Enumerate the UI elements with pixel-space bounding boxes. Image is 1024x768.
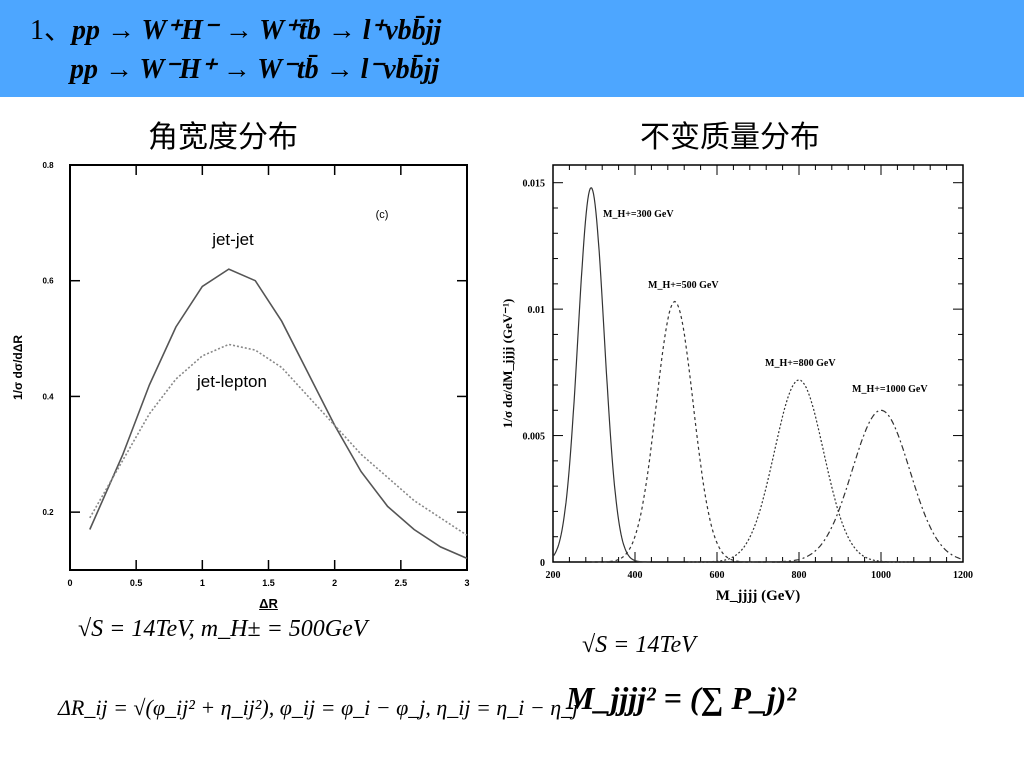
x-tick-label: 0 <box>67 578 72 588</box>
series-label-2: M_H+=800 GeV <box>765 358 836 369</box>
x-tick-label: 2 <box>332 578 337 588</box>
process-formula-1: pp → W⁺H⁻ → W⁺t̄b → l⁺νbb̄jj <box>72 15 442 46</box>
x-tick-label: 1200 <box>953 570 973 581</box>
y-tick-label: 0.01 <box>528 305 546 316</box>
x-axis-label: M_jjjj (GeV) <box>716 588 801 604</box>
invariant-mass-chart: 200 400 600 800 1000 1200 0 0.005 0.01 0.015 M_jjj… <box>500 164 973 604</box>
series-label-jet-lepton: jet-lepton <box>196 372 267 391</box>
y-tick-label: 0 <box>540 558 545 569</box>
y-tick-label: 0.2 <box>42 508 54 517</box>
series-line-jet-jet <box>89 268 468 560</box>
series-label-3: M_H+=1000 GeV <box>852 384 928 395</box>
right-chart-note: √S = 14TeV <box>582 632 696 658</box>
title-banner: 1、pp → W⁺H⁻ → W⁺t̄b → l⁺νbb̄jj pp → W⁻H⁺… <box>0 0 1024 97</box>
y-tick-label: 0.4 <box>42 392 54 401</box>
y-tick-label: 0.015 <box>523 179 546 190</box>
invariant-mass-title: 不变质量分布 <box>640 120 820 155</box>
x-tick-label: 800 <box>792 570 807 581</box>
x-tick-label: 1000 <box>871 570 891 581</box>
series-label-jet-jet: jet-jet <box>211 230 254 249</box>
x-tick-label: 3 <box>464 578 469 588</box>
plot-frame <box>552 164 964 563</box>
series-line-jet-lepton <box>89 343 468 536</box>
x-tick-label: 1.5 <box>262 578 275 588</box>
series-line-1 <box>591 300 758 563</box>
series-line-2 <box>688 379 910 563</box>
mass-formula: M_jjjj² = (∑ P_j)² <box>566 680 796 716</box>
panel-label: (c) <box>376 209 389 221</box>
left-chart-note: √S = 14TeV, m_H± = 500GeV <box>78 616 368 642</box>
plot-frame <box>69 164 468 571</box>
delta-r-formula: ΔR_ij = √(φ_ij² + η_ij²), φ_ij = φ_i − φ… <box>58 695 579 720</box>
series-line-3 <box>751 409 964 563</box>
process-line-1: 1、pp → W⁺H⁻ → W⁺t̄b → l⁺νbb̄jj <box>30 8 441 48</box>
x-tick-label: 400 <box>628 570 643 581</box>
delta-r-chart: 0 0.5 1 1.5 2 2.5 3 0.2 0.4 0.6 0.8 ΔR 1/σ dσ/dΔR (c)… <box>11 161 470 610</box>
x-tick-label: 1 <box>200 578 205 588</box>
y-axis-label: 1/σ dσ/dΔR <box>11 335 25 400</box>
y-axis-label: 1/σ dσ/dM_jjjj (GeV⁻¹) <box>500 299 515 429</box>
series-label-1: M_H+=500 GeV <box>648 280 719 291</box>
x-tick-label: 600 <box>710 570 725 581</box>
x-tick-label: 0.5 <box>130 578 143 588</box>
y-tick-label: 0.6 <box>42 277 54 286</box>
process-formula-2: pp → W⁻H⁺ → W⁻tb̄ → l⁻νbb̄jj <box>70 54 440 85</box>
y-tick-label: 0.8 <box>42 161 54 170</box>
y-tick-label: 0.005 <box>523 432 546 443</box>
x-axis-label: ΔR <box>259 596 278 610</box>
item-number: 1、 <box>30 15 73 46</box>
series-label-0: M_H+=300 GeV <box>603 209 674 220</box>
x-tick-label: 2.5 <box>395 578 408 588</box>
x-tick-label: 200 <box>546 570 561 581</box>
angular-distribution-title: 角宽度分布 <box>148 120 298 155</box>
series-line-0 <box>552 187 651 563</box>
